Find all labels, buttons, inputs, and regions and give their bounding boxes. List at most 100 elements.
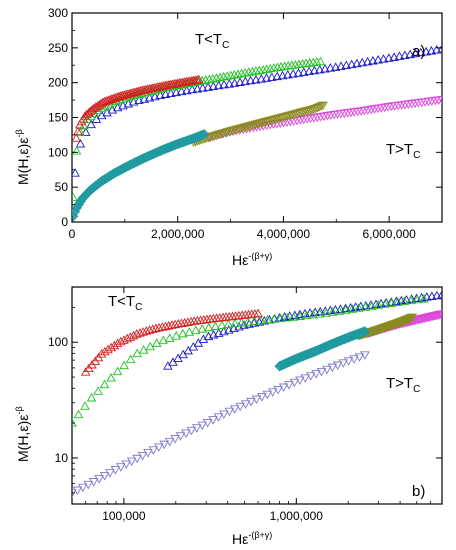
data-point — [380, 299, 390, 308]
data-point — [116, 463, 126, 472]
data-point — [400, 50, 410, 59]
data-point — [325, 305, 336, 315]
data-point — [315, 306, 325, 316]
data-point — [320, 63, 330, 73]
data-point — [262, 390, 273, 400]
panel-a: 0 2,000,000 4,000,000 6,000,000 0 50 100 150 200… — [14, 6, 443, 268]
data-point — [115, 91, 126, 100]
data-point — [163, 320, 174, 330]
data-point — [253, 308, 263, 318]
data-point — [72, 192, 78, 202]
data-point — [197, 324, 208, 333]
data-point — [257, 393, 267, 402]
data-point — [171, 87, 181, 97]
data-point — [151, 323, 161, 333]
data-point — [312, 57, 322, 66]
data-point — [72, 417, 77, 427]
data-point — [198, 128, 210, 140]
data-point — [276, 61, 286, 71]
x-tick-label: 2,000,000 — [151, 227, 205, 241]
data-point — [312, 104, 323, 113]
data-point — [275, 313, 286, 323]
data-point — [229, 69, 240, 79]
data-point — [160, 89, 171, 98]
data-point — [321, 308, 331, 317]
data-point — [341, 60, 352, 70]
data-point — [218, 71, 229, 81]
data-point — [410, 48, 421, 58]
data-point — [229, 78, 240, 87]
data-point — [110, 466, 121, 475]
data-point — [394, 51, 405, 60]
data-point — [144, 92, 155, 102]
data-point — [343, 357, 354, 366]
data-point — [213, 413, 224, 422]
data-point — [274, 312, 285, 322]
data-point — [235, 77, 245, 86]
data-point — [105, 469, 115, 478]
data-point — [176, 86, 187, 96]
data-point — [148, 446, 159, 455]
data-point — [208, 81, 219, 91]
data-point — [166, 88, 176, 98]
data-point — [204, 74, 215, 84]
data-point — [210, 321, 221, 331]
data-point — [86, 119, 96, 129]
y-label-sup: -β — [14, 406, 24, 414]
data-point — [277, 70, 288, 80]
data-point — [72, 168, 80, 177]
data-point — [191, 325, 201, 335]
data-point — [362, 56, 373, 66]
data-point — [138, 327, 148, 336]
data-point — [293, 68, 304, 77]
data-point — [316, 367, 327, 377]
data-point — [310, 307, 320, 316]
annotation-sub: C — [222, 40, 229, 51]
data-point — [426, 45, 437, 55]
data-point — [240, 400, 251, 409]
data-point — [269, 63, 279, 72]
data-point — [165, 333, 175, 342]
data-point — [308, 309, 318, 319]
data-point — [416, 292, 427, 302]
data-point — [155, 90, 165, 99]
data-point — [261, 64, 272, 73]
data-point — [371, 299, 381, 308]
data-point — [368, 55, 378, 65]
data-point — [247, 66, 258, 76]
data-point — [412, 294, 423, 304]
y-tick-label: 100 — [48, 145, 68, 159]
data-point — [193, 76, 204, 86]
data-point — [272, 62, 283, 72]
data-point — [384, 53, 394, 62]
data-point — [124, 88, 135, 98]
annotation-main: T>T — [386, 141, 413, 158]
data-point — [283, 60, 293, 70]
data-point — [301, 310, 312, 320]
data-point — [93, 386, 103, 395]
data-point — [121, 89, 131, 99]
data-point — [407, 313, 417, 323]
series-3 — [72, 351, 370, 498]
data-point — [290, 59, 301, 69]
data-point — [393, 297, 403, 306]
data-point — [427, 291, 437, 300]
data-point — [154, 443, 164, 453]
series-3 — [204, 95, 442, 143]
data-point — [251, 74, 261, 84]
plot-frame-b — [71, 286, 443, 505]
data-point — [94, 475, 104, 484]
data-point — [258, 64, 268, 74]
data-point — [125, 354, 136, 364]
data-point — [139, 94, 150, 103]
series-4 — [188, 101, 328, 148]
data-point — [217, 320, 227, 329]
data-point — [330, 62, 341, 71]
data-point — [262, 314, 273, 324]
data-point — [354, 353, 365, 362]
x-label-sup: -(β+γ) — [248, 251, 272, 261]
annotation-main: T>T — [386, 375, 413, 392]
data-point — [283, 69, 293, 79]
data-point — [154, 322, 164, 332]
data-point — [170, 319, 180, 329]
